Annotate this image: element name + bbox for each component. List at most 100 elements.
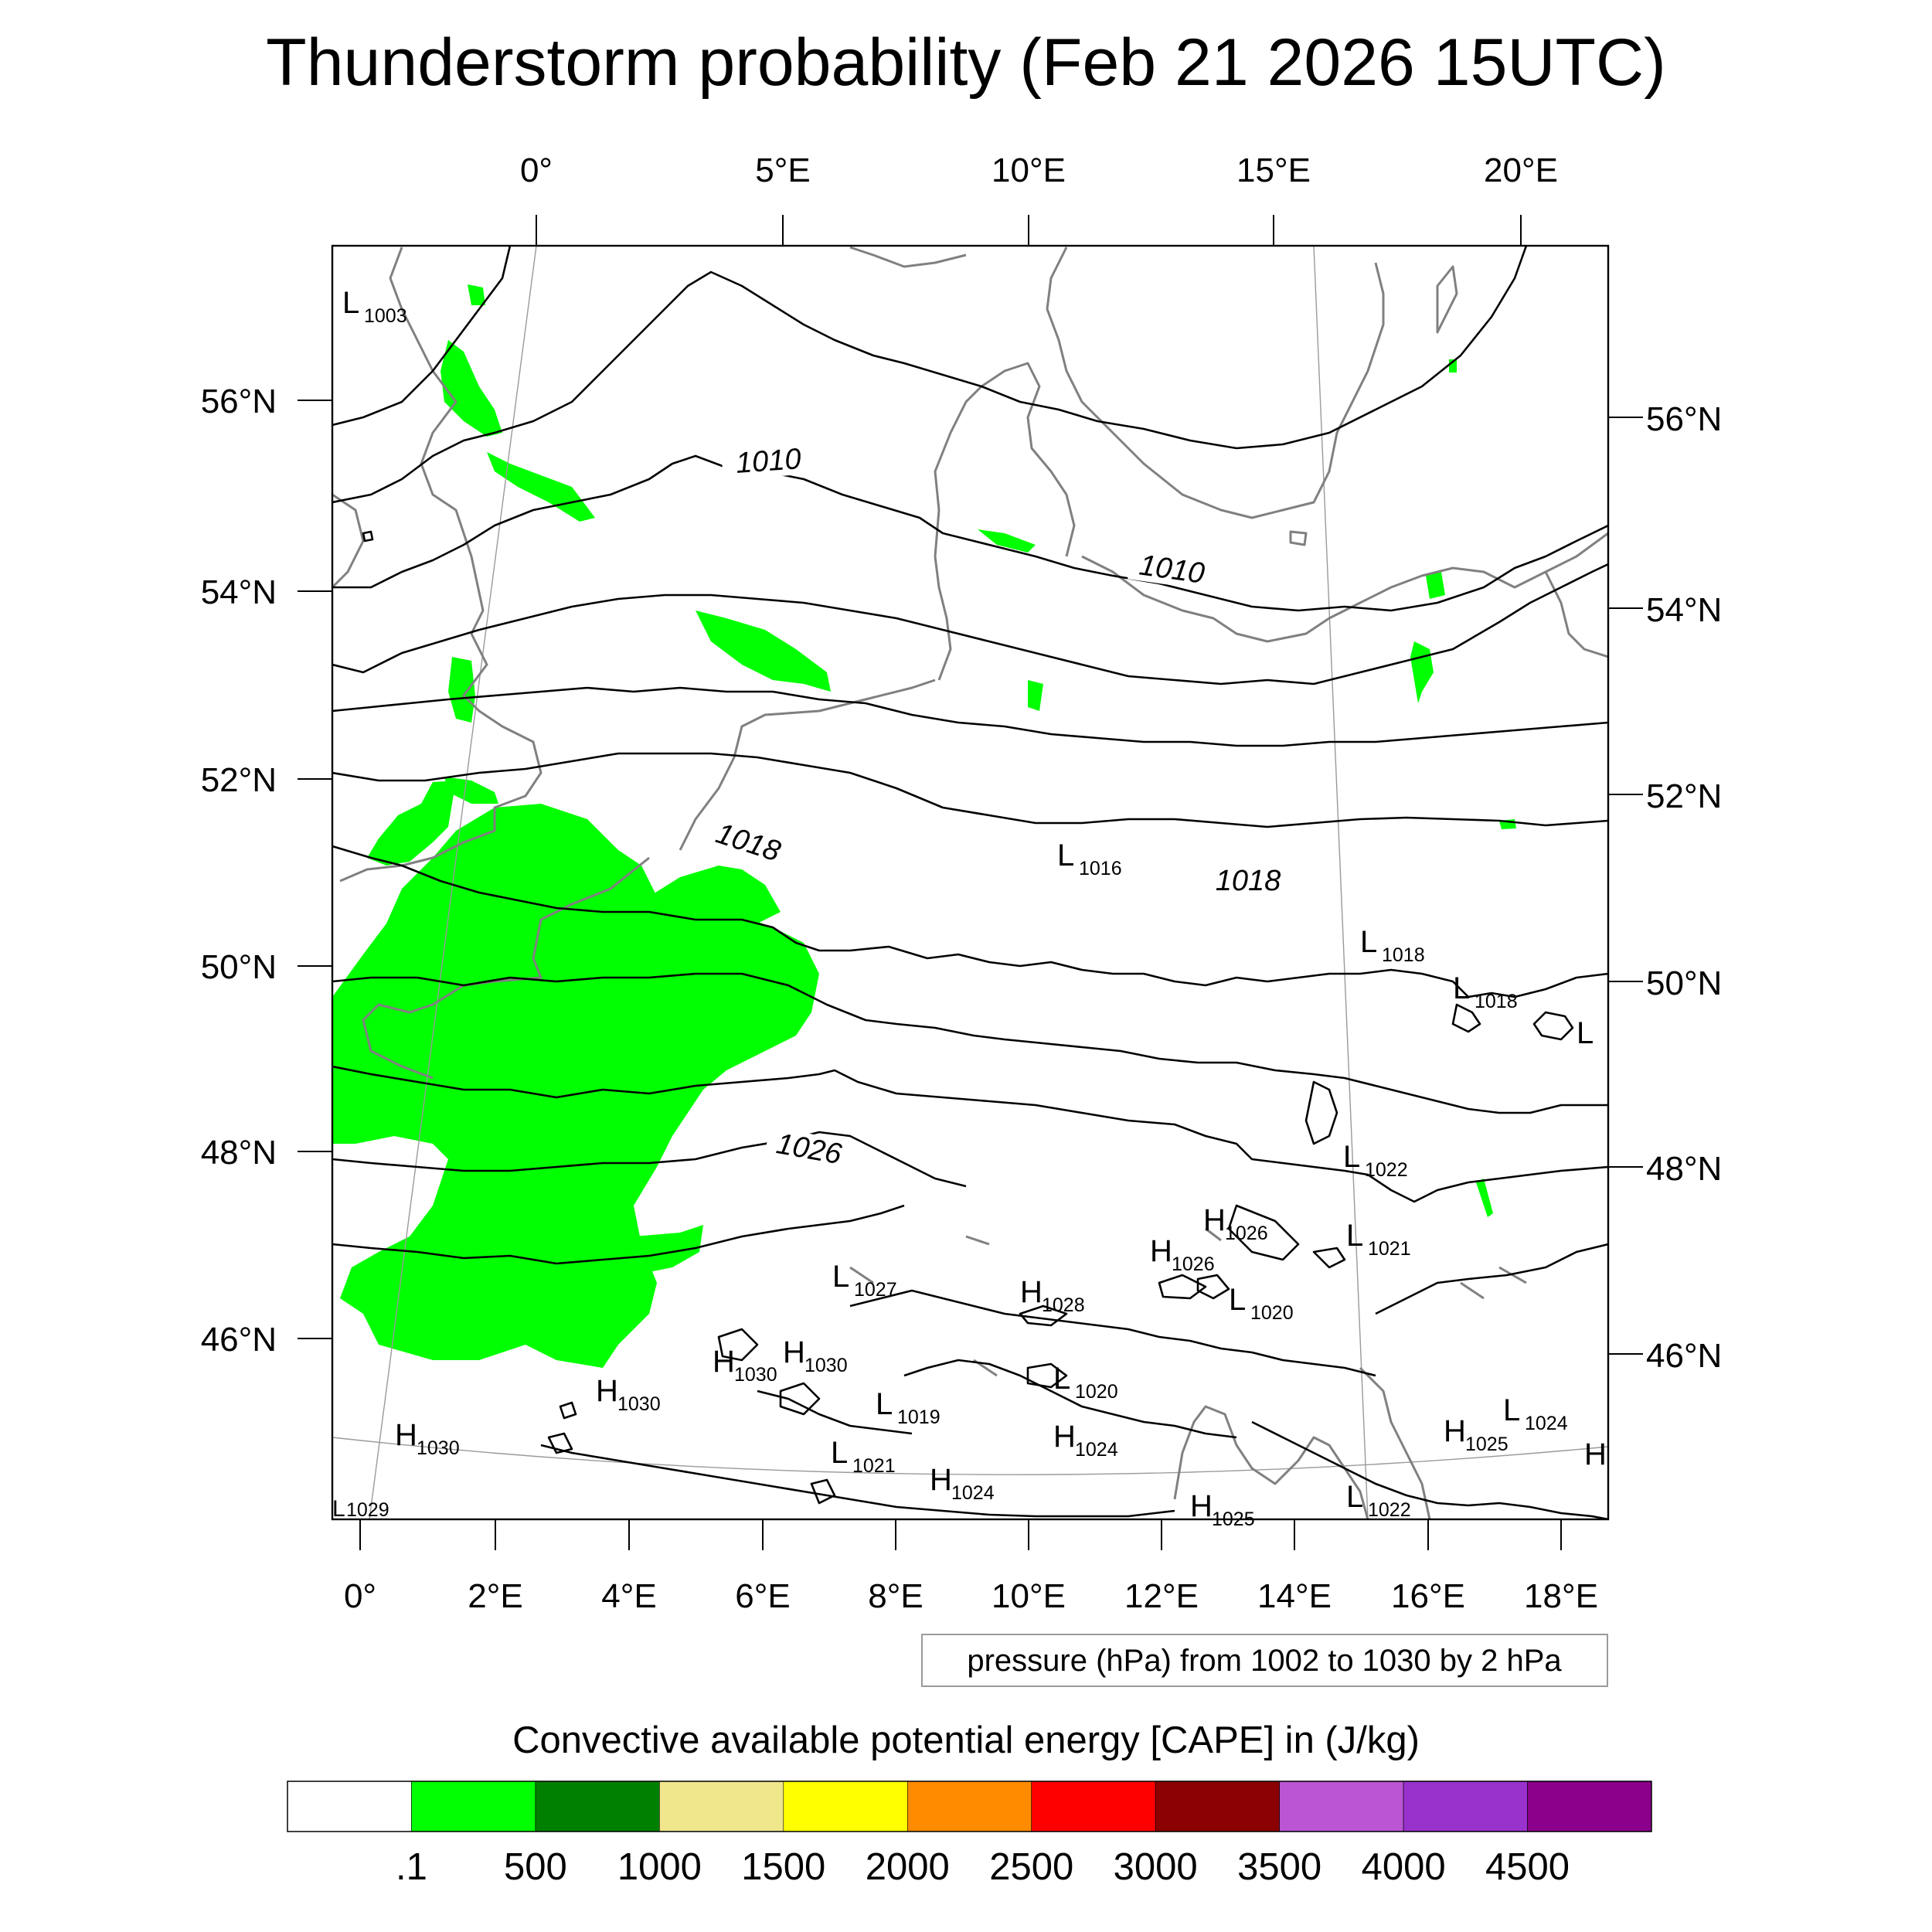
bottom-lon-label: 4°E xyxy=(601,1577,656,1615)
top-lon-label: 20°E xyxy=(1484,151,1558,189)
bottom-lon-label: 14°E xyxy=(1257,1577,1332,1615)
left-lat-label: 50°N xyxy=(201,948,277,986)
top-lon-label: 15°E xyxy=(1236,151,1311,189)
pressure-center-value: 1025 xyxy=(1212,1509,1255,1530)
pressure-center-value: 1018 xyxy=(1382,944,1425,966)
pressure-center-type: L xyxy=(332,1496,345,1522)
pressure-center-type: H xyxy=(930,1463,952,1497)
legend-label: 2000 xyxy=(866,1846,950,1888)
map-border xyxy=(331,244,1610,1521)
cape-area-north-1 xyxy=(468,284,485,305)
pressure-center-type: H xyxy=(1444,1414,1466,1448)
top-lon-labels: 0° 5°E 10°E 15°E 20°E xyxy=(520,151,1558,189)
bottom-lon-label: 6°E xyxy=(735,1577,790,1615)
cape-area-poland-2 xyxy=(1426,572,1445,599)
cape-area-northsea-1 xyxy=(487,452,595,522)
pressure-center-value: 1030 xyxy=(617,1393,661,1415)
legend-swatch xyxy=(659,1781,784,1832)
coast-alpine-lakes xyxy=(849,1227,1527,1377)
bottom-lon-label: 18°E xyxy=(1524,1577,1598,1615)
pressure-center-value: 1028 xyxy=(1042,1294,1085,1316)
isobar-label: 1018 xyxy=(1216,865,1281,897)
pressure-center-value: 1030 xyxy=(804,1355,848,1376)
pressure-center-type: L xyxy=(342,286,359,320)
legend-label: 3000 xyxy=(1114,1846,1198,1888)
legend-swatch xyxy=(1031,1781,1156,1832)
right-lat-label: 54°N xyxy=(1646,591,1722,629)
pressure-center-value: 1021 xyxy=(1368,1238,1411,1260)
bottom-lon-label: 0° xyxy=(344,1577,376,1615)
isobar-label: 1010 xyxy=(1138,549,1207,590)
legend-swatch xyxy=(906,1781,1032,1832)
pressure-center-value: 1024 xyxy=(1525,1413,1568,1434)
pressure-center-type: H xyxy=(713,1345,735,1379)
coast-sweden xyxy=(1046,247,1385,519)
legend-label: 1000 xyxy=(617,1846,702,1888)
legend-label: 1500 xyxy=(741,1846,825,1888)
right-lat-label: 52°N xyxy=(1646,777,1722,815)
info-box-text: pressure (hPa) from 1002 to 1030 by 2 hP… xyxy=(967,1644,1562,1678)
left-lat-label: 56°N xyxy=(201,383,277,420)
legend-label: 2500 xyxy=(989,1846,1073,1888)
pressure-center-type: L xyxy=(1503,1393,1520,1427)
legend-frame xyxy=(287,1781,1652,1832)
pressure-center-value: 1024 xyxy=(951,1482,995,1504)
isobars xyxy=(332,246,1608,1519)
bottom-lon-label: 2°E xyxy=(468,1577,522,1615)
coast-adriatic-east xyxy=(1359,1366,1431,1519)
bottom-lon-label: 16°E xyxy=(1391,1577,1465,1615)
pressure-center-value: 1019 xyxy=(897,1406,940,1428)
legend-swatch xyxy=(287,1781,412,1832)
pressure-center-type: H xyxy=(1584,1437,1607,1471)
cape-legend: Convective available potential energy [C… xyxy=(287,1719,1652,1888)
pressure-center-type: H xyxy=(1190,1489,1213,1523)
right-lat-labels: 56°N 54°N 52°N 50°N 48°N 46°N xyxy=(1646,400,1722,1375)
map-title: Thunderstorm probability (Feb 21 2026 15… xyxy=(266,26,1666,100)
pressure-center-type: L xyxy=(1053,1362,1070,1396)
coast-baltic-states xyxy=(1544,571,1608,658)
coast-gotland xyxy=(1436,265,1458,334)
pressure-center-type: L xyxy=(1360,925,1377,959)
pressure-centers: L 1003 L 1016 L 1018 L 1018 L L 1022 xyxy=(332,286,1607,1530)
bottom-lon-labels: 0° 2°E 4°E 6°E 8°E 10°E 12°E 14°E 16°E 1… xyxy=(344,1577,1598,1615)
pressure-center-value: 1027 xyxy=(854,1279,897,1301)
isobar-label: 1010 xyxy=(735,443,802,480)
coast-netherlands xyxy=(679,679,936,851)
pressure-center-value: 1025 xyxy=(1465,1434,1509,1455)
top-lon-label: 10°E xyxy=(992,151,1066,189)
coast-adriatic xyxy=(1173,1405,1369,1519)
pressure-center-value: 1020 xyxy=(1250,1302,1294,1324)
pressure-center-value: 1026 xyxy=(1172,1253,1215,1275)
right-lat-label: 46°N xyxy=(1646,1337,1722,1375)
cape-area-carpathian xyxy=(1476,1179,1493,1217)
legend-swatches xyxy=(287,1781,1652,1832)
cape-area-danish xyxy=(978,529,1036,553)
pressure-center-value: 1022 xyxy=(1368,1499,1411,1521)
map-area: 0° 5°E 10°E 15°E 20°E 0° 2°E 4°E 6°E 8°E… xyxy=(201,151,1723,1615)
right-lat-label: 50°N xyxy=(1646,964,1722,1002)
bottom-lon-label: 10°E xyxy=(992,1577,1066,1615)
legend-swatch xyxy=(783,1781,908,1832)
top-lon-label: 0° xyxy=(520,151,553,189)
legend-label: 4000 xyxy=(1362,1846,1446,1888)
pressure-center-type: L xyxy=(1453,971,1470,1005)
cape-area-south xyxy=(595,1225,703,1275)
coast-ireland xyxy=(332,493,365,589)
legend-title: Convective available potential energy [C… xyxy=(512,1719,1420,1761)
cape-area-northsea-2 xyxy=(696,611,831,692)
legend-labels: .1 500 1000 1500 2000 2500 3000 3500 4000 4500 xyxy=(396,1846,1570,1888)
pressure-center-value: 1024 xyxy=(1075,1439,1118,1461)
info-box: pressure (hPa) from 1002 to 1030 by 2 hP… xyxy=(921,1634,1608,1687)
pressure-center-value: 1030 xyxy=(734,1364,777,1386)
pressure-center-value: 1030 xyxy=(417,1437,460,1459)
pressure-center-type: H xyxy=(395,1418,417,1452)
left-lat-label: 48°N xyxy=(201,1134,277,1172)
top-lon-label: 5°E xyxy=(755,151,810,189)
cape-area-east-channel xyxy=(649,866,781,923)
cape-area-germany xyxy=(1028,680,1043,711)
pressure-center-type: L xyxy=(1577,1016,1594,1050)
right-lat-label: 48°N xyxy=(1646,1150,1722,1188)
pressure-center-type: H xyxy=(596,1374,618,1408)
coast-norway xyxy=(849,246,967,268)
